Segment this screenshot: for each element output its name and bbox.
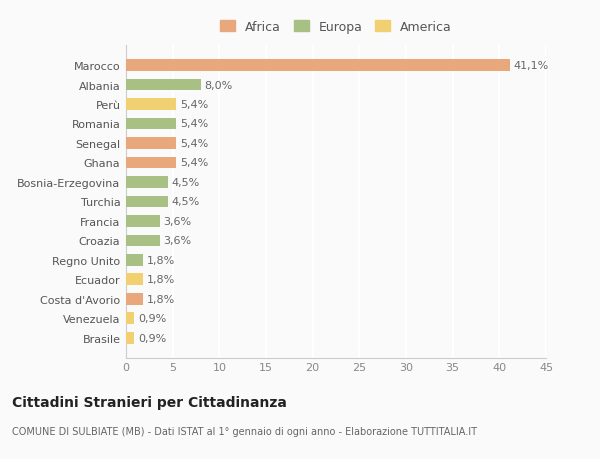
Text: 0,9%: 0,9%	[138, 333, 166, 343]
Bar	[126, 138, 176, 150]
Text: 0,9%: 0,9%	[138, 313, 166, 324]
Legend: Africa, Europa, America: Africa, Europa, America	[220, 21, 452, 34]
Bar	[126, 157, 176, 169]
Bar	[126, 79, 200, 91]
Bar	[126, 274, 143, 285]
Text: 5,4%: 5,4%	[180, 100, 208, 110]
Bar	[126, 99, 176, 111]
Text: 1,8%: 1,8%	[146, 294, 175, 304]
Bar	[126, 118, 176, 130]
Bar	[126, 332, 134, 344]
Text: 1,8%: 1,8%	[146, 255, 175, 265]
Text: 3,6%: 3,6%	[163, 236, 191, 246]
Text: Cittadini Stranieri per Cittadinanza: Cittadini Stranieri per Cittadinanza	[12, 395, 287, 409]
Bar	[126, 216, 160, 227]
Text: 1,8%: 1,8%	[146, 274, 175, 285]
Bar	[126, 254, 143, 266]
Bar	[126, 235, 160, 246]
Bar	[126, 196, 168, 208]
Text: 8,0%: 8,0%	[205, 80, 233, 90]
Text: 41,1%: 41,1%	[514, 61, 548, 71]
Text: COMUNE DI SULBIATE (MB) - Dati ISTAT al 1° gennaio di ogni anno - Elaborazione T: COMUNE DI SULBIATE (MB) - Dati ISTAT al …	[12, 426, 477, 436]
Bar	[126, 177, 168, 188]
Text: 5,4%: 5,4%	[180, 158, 208, 168]
Text: 3,6%: 3,6%	[163, 216, 191, 226]
Text: 5,4%: 5,4%	[180, 119, 208, 129]
Text: 4,5%: 4,5%	[172, 197, 200, 207]
Bar	[126, 313, 134, 325]
Text: 4,5%: 4,5%	[172, 178, 200, 188]
Bar	[126, 293, 143, 305]
Bar	[126, 60, 509, 72]
Text: 5,4%: 5,4%	[180, 139, 208, 149]
